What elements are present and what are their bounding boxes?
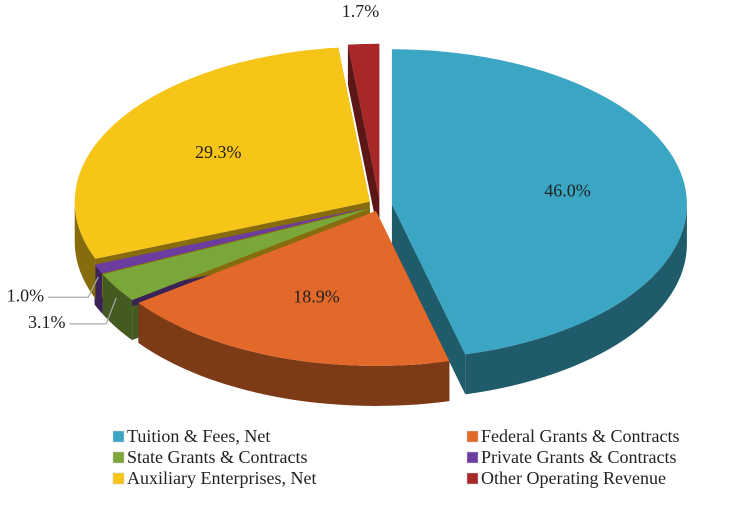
- labels: 46.0% 18.9% 3.1% 1.0% 29.3% 1.7%: [7, 1, 591, 332]
- data-label: 3.1%: [28, 312, 66, 332]
- tops: [74, 43, 687, 366]
- legend-label: Auxiliary Enterprises, Net: [127, 468, 316, 488]
- legend-swatch: [466, 451, 479, 464]
- legend-label: Private Grants & Contracts: [481, 447, 676, 467]
- legend-swatch: [466, 472, 479, 485]
- slice: [74, 47, 370, 259]
- data-label: 46.0%: [544, 181, 591, 201]
- legend-swatch: [112, 472, 125, 485]
- slice: [347, 43, 380, 199]
- legend-label: State Grants & Contracts: [127, 447, 307, 467]
- legend-label: Tuition & Fees, Net: [127, 426, 270, 446]
- data-label: 29.3%: [195, 142, 242, 162]
- legend-label: Other Operating Revenue: [481, 468, 666, 488]
- slice-wall: [102, 274, 133, 341]
- data-label: 18.9%: [293, 287, 340, 307]
- slice-wall: [138, 302, 450, 406]
- slice-side: [347, 44, 380, 239]
- legend-label: Federal Grants & Contracts: [481, 426, 679, 446]
- legend-swatch: [112, 451, 125, 464]
- slice: [94, 207, 369, 274]
- slice-wall: [94, 264, 103, 314]
- slice: [138, 210, 450, 366]
- slice: [391, 49, 687, 355]
- slice-wall: [74, 201, 96, 299]
- slice-wall: [465, 204, 687, 395]
- legend-swatch: [112, 430, 125, 443]
- slice-side: [391, 204, 466, 395]
- legend-swatch: [466, 430, 479, 443]
- slice: [102, 208, 370, 301]
- leader-line: [48, 276, 99, 298]
- data-label: 1.7%: [342, 1, 380, 21]
- leader-line: [69, 297, 117, 325]
- legend: Tuition & Fees, Net Federal Grants & Cont…: [112, 426, 679, 488]
- data-label: 1.0%: [7, 285, 45, 305]
